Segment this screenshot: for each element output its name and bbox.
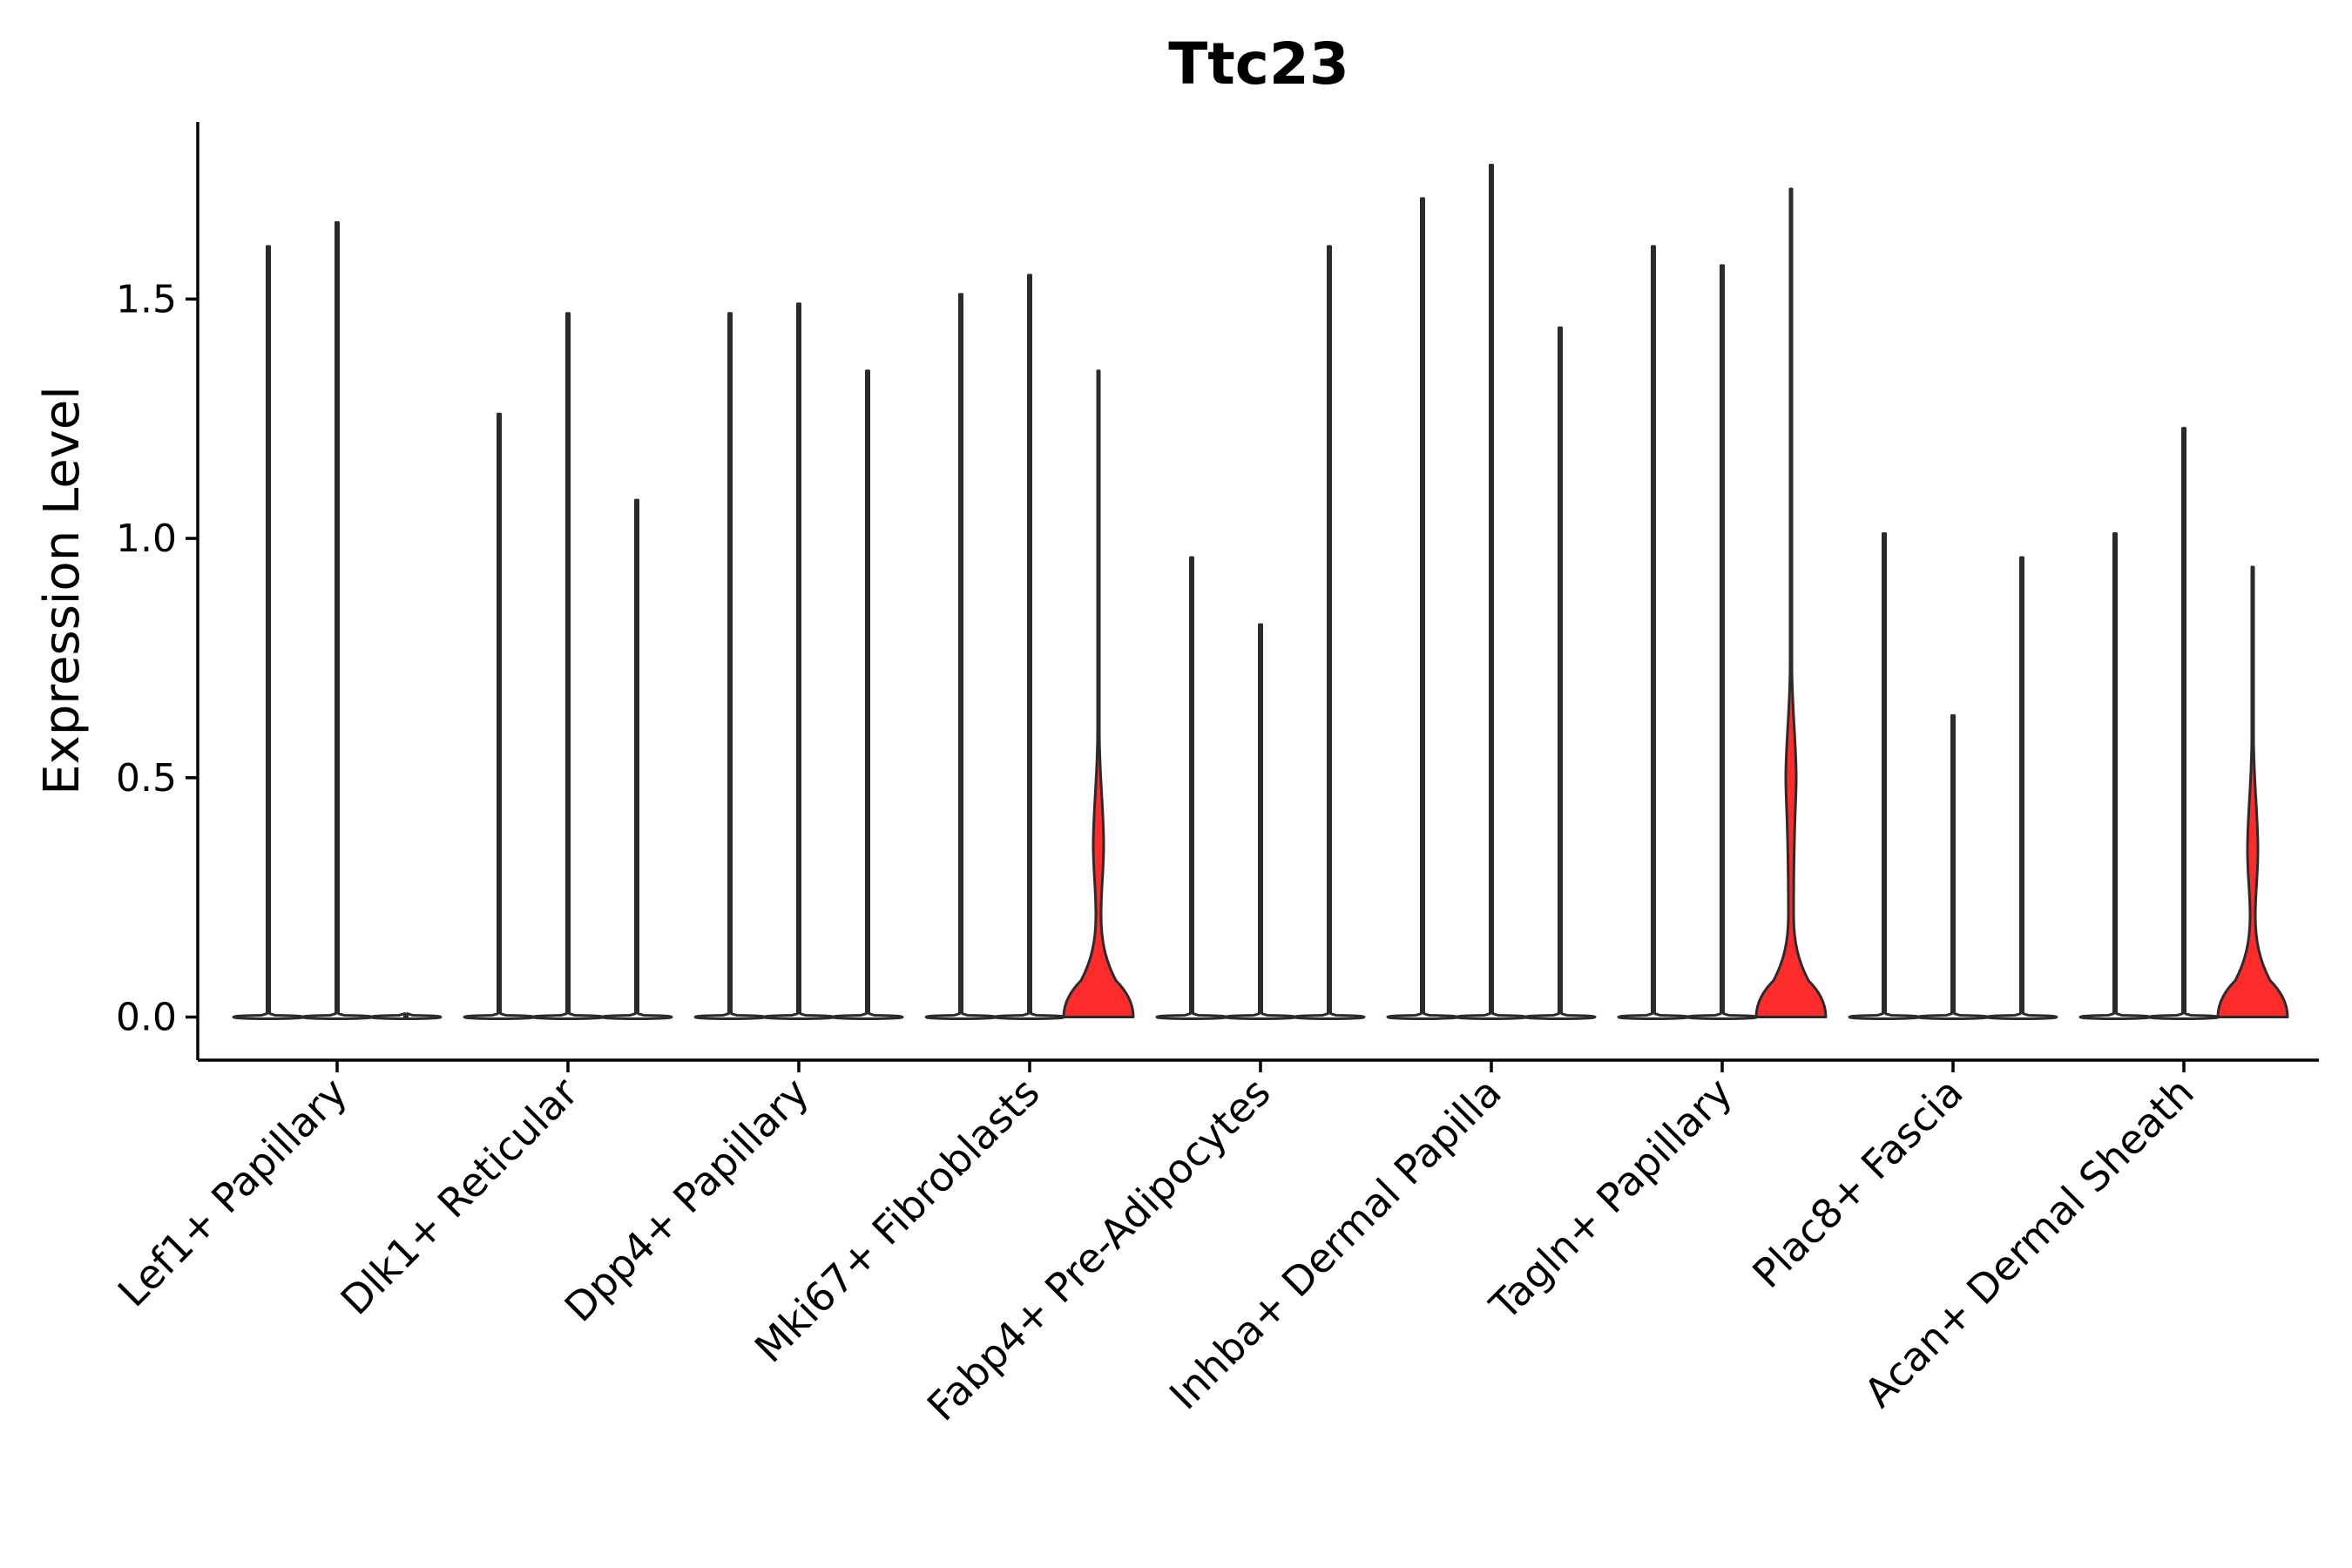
violin bbox=[1455, 163, 1528, 1021]
y-tick-label: 1.5 bbox=[116, 277, 177, 321]
violin bbox=[2216, 565, 2289, 1019]
violin bbox=[762, 302, 835, 1021]
violin bbox=[369, 1012, 443, 1021]
violin bbox=[1062, 369, 1135, 1019]
y-tick-label: 0.5 bbox=[116, 756, 177, 801]
violin bbox=[1754, 187, 1828, 1019]
y-tick-label: 0.0 bbox=[116, 996, 177, 1040]
y-ticks: 0.0 0.5 1.0 1.5 bbox=[116, 277, 198, 1040]
violin bbox=[600, 498, 673, 1021]
violin bbox=[1848, 532, 1921, 1021]
y-axis-label: Expression Level bbox=[34, 386, 91, 795]
violin bbox=[924, 293, 997, 1021]
violin bbox=[1386, 197, 1459, 1021]
violin bbox=[1155, 556, 1228, 1021]
x-tick-label: Plac8+ Fascia bbox=[1743, 1069, 1971, 1297]
violin bbox=[1224, 623, 1297, 1021]
violin bbox=[301, 220, 374, 1021]
violin bbox=[232, 245, 305, 1021]
violin bbox=[2147, 427, 2220, 1021]
violin bbox=[2078, 532, 2152, 1021]
y-tick-label: 1.0 bbox=[116, 517, 177, 561]
violin bbox=[693, 312, 767, 1021]
violin bbox=[1524, 326, 1597, 1021]
x-tick-label: Dpp4+ Papillary bbox=[556, 1069, 818, 1331]
x-tick-label: Lef1+ Papillary bbox=[109, 1069, 356, 1316]
violin bbox=[831, 369, 904, 1021]
violin bbox=[463, 412, 536, 1021]
violin bbox=[1617, 245, 1690, 1021]
violin bbox=[993, 274, 1066, 1021]
x-tick-label: Tagln+ Papillary bbox=[1480, 1069, 1741, 1330]
violin bbox=[531, 312, 605, 1021]
violin bbox=[1686, 264, 1759, 1021]
violin-layer bbox=[232, 163, 2289, 1021]
chart-title: Ttc23 bbox=[1168, 30, 1349, 98]
axes bbox=[196, 122, 2319, 1062]
violin bbox=[1293, 245, 1366, 1021]
violin bbox=[1916, 713, 1990, 1021]
x-tick-label: Dlk1+ Reticular bbox=[332, 1069, 587, 1324]
violin bbox=[1985, 556, 2058, 1021]
